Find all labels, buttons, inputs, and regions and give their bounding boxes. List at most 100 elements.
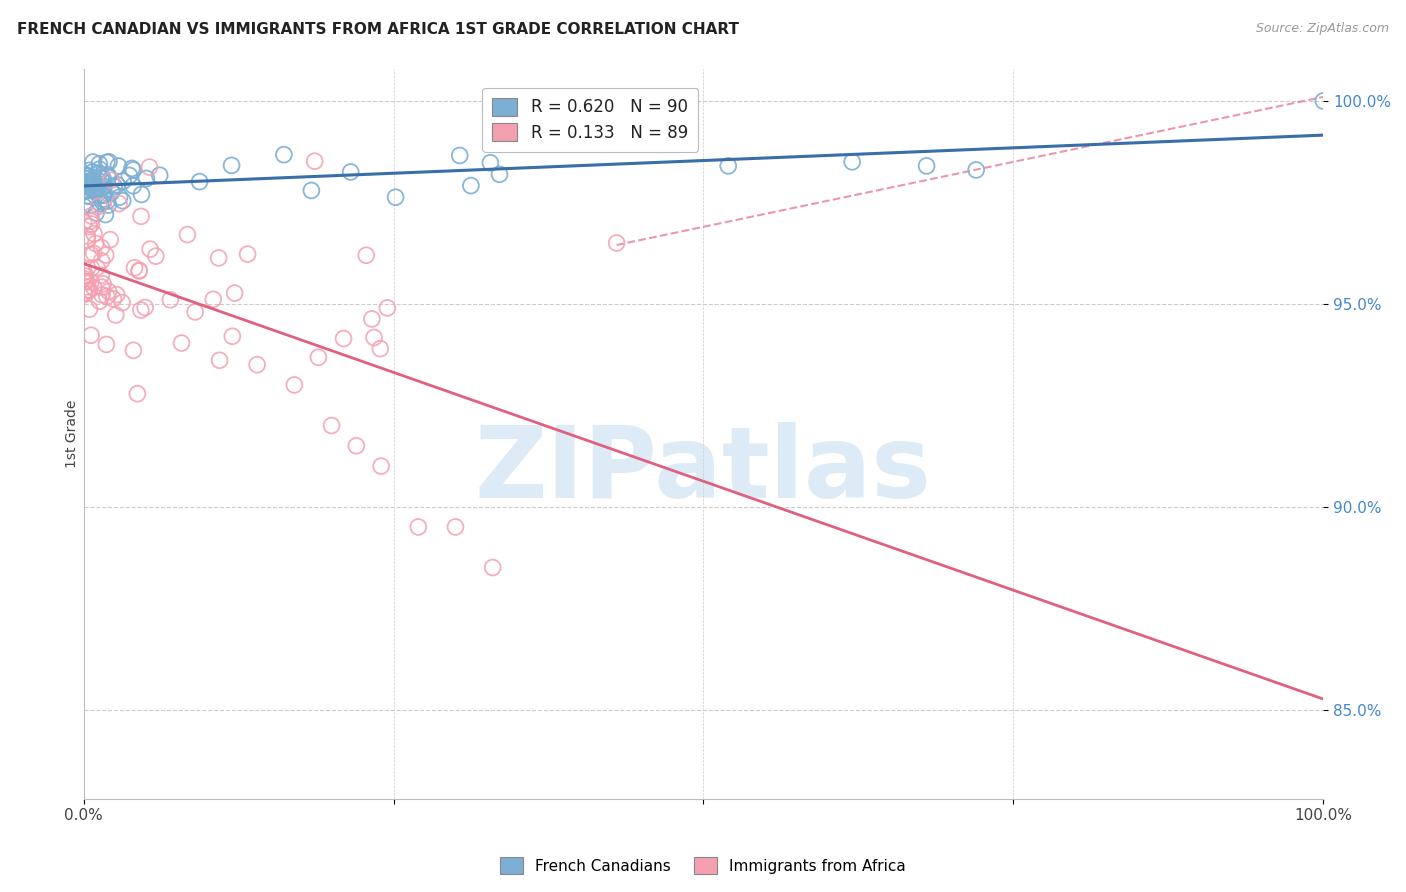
Point [90,253,112,268]
Point [83,174,105,188]
Point [80,198,103,212]
Point [360,312,382,326]
Point [86,167,108,181]
Text: FRENCH CANADIAN VS IMMIGRANTS FROM AFRICA 1ST GRADE CORRELATION CHART: FRENCH CANADIAN VS IMMIGRANTS FROM AFRIC… [17,22,740,37]
Point [384,190,406,204]
Point [77,178,100,193]
Point [93,179,115,194]
Point [375,301,398,315]
Point [90,268,112,283]
Point [122,162,145,177]
Text: ZIPatlas: ZIPatlas [475,422,932,518]
Point [354,248,377,262]
Point [77,189,100,203]
Point [208,353,231,368]
Point [841,154,863,169]
Point [80,328,103,343]
Point [96,155,118,169]
Point [97,154,120,169]
Point [135,171,157,186]
Point [363,330,385,344]
Point [84,206,107,220]
Point [304,154,326,169]
Point [77,178,100,193]
Point [339,165,361,179]
Point [73,174,96,188]
Point [221,158,243,172]
Legend: French Canadians, Immigrants from Africa: French Canadians, Immigrants from Africa [494,851,912,880]
Point [75,177,97,191]
Point [91,180,114,194]
Point [273,147,295,161]
Point [103,179,125,194]
Point [86,180,108,194]
Point [87,199,110,213]
Point [75,274,97,288]
Point [75,269,97,284]
Point [299,184,322,198]
Point [96,168,118,182]
Point [73,171,96,186]
Point [83,182,105,196]
Point [89,294,111,309]
Point [76,233,98,247]
Point [75,184,97,198]
Point [96,194,118,208]
Point [221,329,243,343]
Point [79,219,101,234]
Point [134,301,156,315]
Point [73,199,96,213]
Point [188,175,211,189]
Point [73,266,96,280]
Point [96,289,118,303]
Point [75,179,97,194]
Point [73,215,96,229]
Point [145,249,167,263]
Point [128,263,150,277]
Point [108,190,131,204]
Point [76,184,98,198]
Point [89,162,111,177]
Point [481,560,503,574]
Point [90,170,112,185]
Point [90,280,112,294]
Point [105,178,128,192]
Text: Source: ZipAtlas.com: Source: ZipAtlas.com [1256,22,1389,36]
Point [83,182,105,196]
Legend: R = 0.620   N = 90, R = 0.133   N = 89: R = 0.620 N = 90, R = 0.133 N = 89 [482,87,697,152]
Point [82,165,104,179]
Point [149,168,172,182]
Point [488,167,510,181]
Point [83,185,105,199]
Point [75,182,97,196]
Point [89,188,111,202]
Point [202,293,225,307]
Point [75,275,97,289]
Point [307,351,329,365]
Point [283,378,305,392]
Point [79,179,101,194]
Point [94,248,117,262]
Point [87,166,110,180]
Point [76,169,98,183]
Point [107,159,129,173]
Point [76,229,98,244]
Point [246,358,269,372]
Point [1312,94,1334,108]
Point [91,188,114,202]
Point [449,148,471,162]
Point [127,386,149,401]
Point [94,208,117,222]
Point [90,241,112,255]
Point [97,169,120,184]
Point [93,188,115,202]
Point [118,169,141,183]
Point [408,520,430,534]
Point [128,264,150,278]
Point [82,182,104,196]
Point [80,217,103,231]
Point [97,198,120,212]
Point [170,336,193,351]
Point [224,286,246,301]
Point [76,176,98,190]
